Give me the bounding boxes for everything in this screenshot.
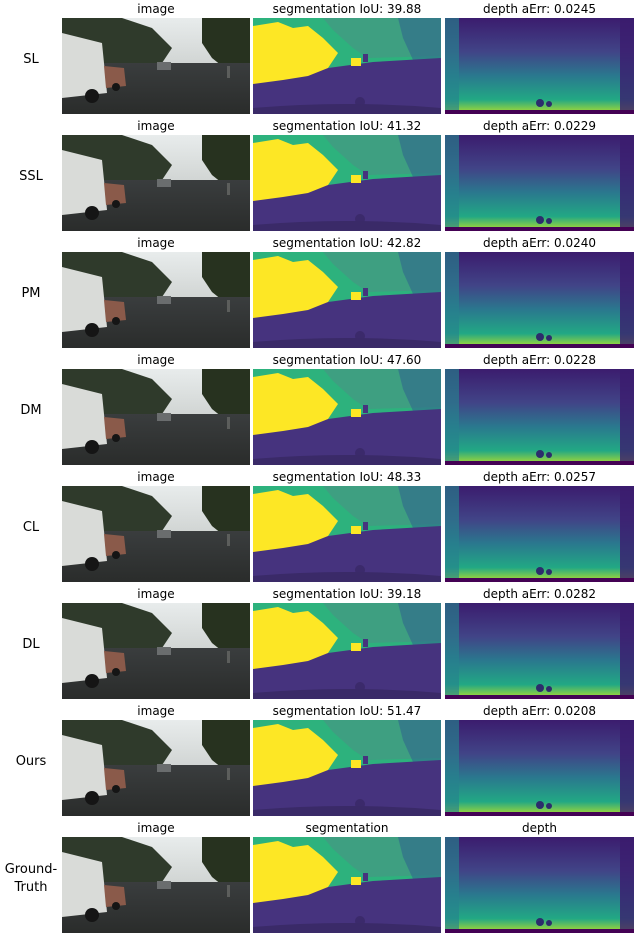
segmentation-panel (253, 369, 441, 465)
image-title: image (137, 821, 175, 835)
depth-title: depth aErr: 0.0245 (483, 2, 596, 16)
depth-panel (445, 603, 634, 699)
segmentation-map (253, 18, 441, 114)
segmentation-title: segmentation IoU: 48.33 (272, 470, 422, 484)
street-image (62, 135, 250, 231)
depth-map (445, 18, 634, 114)
method-label: Ours (15, 754, 47, 769)
segmentation-panel (253, 720, 441, 816)
result-row: CL image segmentation IoU: 48.33 depth a (0, 470, 637, 585)
depth-title: depth aErr: 0.0282 (483, 587, 596, 601)
result-row: SSL image segmentation IoU: 41.32 depth (0, 119, 637, 234)
method-label: CL (22, 520, 40, 535)
segmentation-title: segmentation IoU: 41.32 (272, 119, 422, 133)
depth-title: depth aErr: 0.0229 (483, 119, 596, 133)
segmentation-title: segmentation IoU: 39.18 (272, 587, 422, 601)
segmentation-title: segmentation IoU: 51.47 (272, 704, 422, 718)
image-title: image (137, 119, 175, 133)
street-image (62, 18, 250, 114)
segmentation-map (253, 252, 441, 348)
depth-panel (445, 252, 634, 348)
segmentation-map (253, 720, 441, 816)
segmentation-map (253, 486, 441, 582)
street-image (62, 720, 250, 816)
depth-map (445, 252, 634, 348)
depth-panel (445, 837, 634, 933)
segmentation-panel (253, 603, 441, 699)
image-title: image (137, 587, 175, 601)
depth-map (445, 603, 634, 699)
depth-panel (445, 135, 634, 231)
depth-panel (445, 369, 634, 465)
image-panel (62, 720, 250, 816)
result-row: PM image segmentation IoU: 42.82 depth a (0, 236, 637, 351)
image-title: image (137, 353, 175, 367)
depth-title: depth (522, 821, 557, 835)
segmentation-map (253, 837, 441, 933)
segmentation-panel (253, 837, 441, 933)
result-row: Ground- Truth image segmentation depth (0, 821, 637, 936)
street-image (62, 837, 250, 933)
image-panel (62, 135, 250, 231)
depth-map (445, 486, 634, 582)
method-label: DM (20, 403, 42, 418)
image-panel (62, 486, 250, 582)
segmentation-title: segmentation IoU: 47.60 (272, 353, 422, 367)
image-title: image (137, 470, 175, 484)
depth-panel (445, 486, 634, 582)
depth-map (445, 837, 634, 933)
method-label: SSL (19, 169, 43, 184)
segmentation-title: segmentation IoU: 39.88 (272, 2, 422, 16)
street-image (62, 486, 250, 582)
image-panel (62, 837, 250, 933)
street-image (62, 603, 250, 699)
segmentation-panel (253, 18, 441, 114)
segmentation-panel (253, 486, 441, 582)
segmentation-map (253, 135, 441, 231)
segmentation-map (253, 603, 441, 699)
method-label: SL (23, 52, 39, 67)
street-image (62, 252, 250, 348)
image-title: image (137, 236, 175, 250)
depth-title: depth aErr: 0.0208 (483, 704, 596, 718)
result-row: Ours image segmentation IoU: 51.47 depth (0, 704, 637, 819)
segmentation-map (253, 369, 441, 465)
result-row: SL image segmentation IoU: 39.88 depth a (0, 2, 637, 117)
depth-map (445, 135, 634, 231)
method-label: Ground- Truth (4, 862, 58, 895)
street-image (62, 369, 250, 465)
segmentation-panel (253, 252, 441, 348)
method-label: DL (22, 637, 40, 652)
image-title: image (137, 2, 175, 16)
image-title: image (137, 704, 175, 718)
image-panel (62, 603, 250, 699)
image-panel (62, 369, 250, 465)
result-row: DM image segmentation IoU: 47.60 depth a (0, 353, 637, 468)
segmentation-panel (253, 135, 441, 231)
image-panel (62, 18, 250, 114)
image-panel (62, 252, 250, 348)
segmentation-title: segmentation IoU: 42.82 (272, 236, 422, 250)
depth-panel (445, 720, 634, 816)
result-row: DL image segmentation IoU: 39.18 depth a (0, 587, 637, 702)
segmentation-title: segmentation (305, 821, 389, 835)
method-label: PM (21, 286, 41, 301)
depth-title: depth aErr: 0.0240 (483, 236, 596, 250)
depth-title: depth aErr: 0.0228 (483, 353, 596, 367)
depth-panel (445, 18, 634, 114)
depth-map (445, 369, 634, 465)
depth-title: depth aErr: 0.0257 (483, 470, 596, 484)
depth-map (445, 720, 634, 816)
